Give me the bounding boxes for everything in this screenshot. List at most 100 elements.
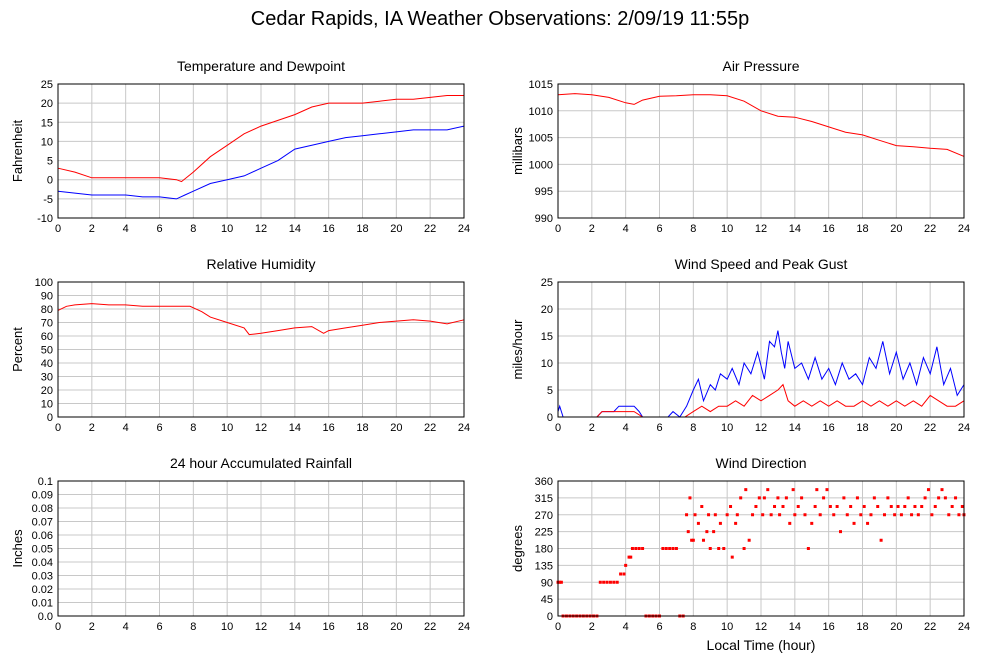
dir-point — [708, 547, 712, 550]
rh-x-tick-label: 18 — [356, 422, 368, 434]
dir-point — [866, 521, 870, 525]
pressure-y-tick-label: 990 — [535, 213, 553, 225]
rain-x-tick-label: 18 — [356, 621, 368, 633]
dir-point — [810, 521, 814, 525]
rh-x-tick-label: 24 — [458, 422, 470, 434]
dir-point — [950, 505, 954, 508]
rain-x-tick-label: 0 — [55, 621, 61, 633]
page-title: Cedar Rapids, IA Weather Observations: 2… — [250, 8, 750, 30]
wind-y-tick-label: 10 — [541, 358, 553, 370]
dir-point — [893, 513, 897, 517]
wind-series-0 — [557, 330, 965, 418]
rh-y-tick-label: 90 — [41, 291, 53, 303]
pressure-y-tick-label: 1015 — [529, 79, 553, 91]
dir-x-tick-label: 22 — [924, 621, 936, 633]
dir-point — [957, 513, 961, 517]
rain-frame — [57, 480, 465, 617]
wind-x-tick-label: 12 — [755, 422, 767, 434]
dir-point — [598, 580, 602, 584]
dir-point — [661, 547, 665, 550]
rh-chart: 0 2 4 6 8 10 12 14 16 18 20 22 240102030405060708090… — [10, 256, 470, 434]
temp-x-tick-label: 12 — [255, 223, 267, 235]
pressure-frame — [557, 83, 965, 219]
pressure-x-tick-label: 24 — [958, 223, 970, 235]
dir-point — [627, 555, 631, 559]
dir-point — [842, 496, 846, 500]
dir-x-tick-label: 20 — [890, 621, 902, 633]
pressure-x-tick-label: 6 — [656, 223, 662, 235]
wind-y-label: miles/hour — [510, 319, 525, 380]
dir-point — [688, 496, 692, 500]
pressure-x-tick-label: 16 — [823, 223, 835, 235]
wind-y-tick-label: 20 — [541, 304, 553, 316]
temp-y-label: Fahrenheit — [10, 120, 25, 183]
dir-point — [722, 547, 726, 550]
dir-point — [872, 496, 876, 500]
rh-x-tick-label: 2 — [89, 422, 95, 434]
dir-point — [559, 580, 563, 584]
temp-x-tick-label: 6 — [156, 223, 162, 235]
dir-y-tick-label: 45 — [541, 594, 553, 606]
dir-point — [879, 538, 883, 542]
dir-point — [910, 513, 914, 517]
pressure-x-tick-label: 12 — [755, 223, 767, 235]
dir-y-tick-label: 225 — [535, 527, 553, 539]
pressure-y-tick-label: 1010 — [529, 106, 553, 118]
dir-point — [943, 496, 947, 500]
dir-point — [954, 496, 958, 500]
pressure-x-tick-label: 18 — [856, 223, 868, 235]
rh-x-tick-label: 16 — [323, 422, 335, 434]
rain-x-tick-label: 8 — [190, 621, 196, 633]
dir-x-tick-label: 24 — [958, 621, 970, 633]
wind-x-tick-label: 2 — [589, 422, 595, 434]
pressure-chart: 0 2 4 6 8 10 12 14 16 18 20 22 249909951000100510101… — [510, 58, 970, 235]
dir-point — [803, 513, 807, 517]
pressure-y-label: millibars — [510, 127, 525, 175]
dir-point — [671, 547, 675, 550]
dir-y-tick-label: 360 — [535, 476, 553, 488]
dir-point — [558, 580, 562, 584]
rain-y-tick-label: 0.0 — [38, 611, 53, 623]
dir-point — [766, 488, 770, 492]
dir-point — [845, 513, 849, 517]
dir-point — [630, 547, 634, 550]
dir-x-tick-label: 2 — [589, 621, 595, 633]
dir-point — [899, 513, 903, 517]
dir-point — [608, 580, 612, 584]
temp-series-0 — [57, 95, 464, 183]
wind-x-tick-label: 4 — [623, 422, 629, 434]
dir-point — [889, 505, 893, 508]
rh-y-tick-label: 100 — [35, 277, 53, 289]
rh-x-tick-label: 4 — [123, 422, 129, 434]
temp-y-tick-label: 0 — [47, 175, 53, 187]
dir-y-tick-label: 315 — [535, 493, 553, 505]
rain-y-tick-label: 0.01 — [32, 598, 53, 610]
dir-point — [762, 496, 766, 500]
dir-point — [718, 521, 722, 525]
dir-point — [773, 505, 777, 508]
pressure-x-tick-label: 8 — [690, 223, 696, 235]
temp-frame — [57, 83, 465, 219]
dir-point — [849, 505, 853, 508]
dir-x-tick-label: 0 — [555, 621, 561, 633]
temp-x-tick-label: 22 — [424, 223, 436, 235]
dir-point — [882, 513, 886, 517]
rain-y-tick-label: 0.03 — [32, 571, 53, 583]
dir-point — [776, 496, 780, 500]
dir-point — [754, 505, 758, 508]
dir-point — [747, 538, 751, 542]
wind-x-tick-label: 6 — [656, 422, 662, 434]
dir-x-tick-label: 12 — [755, 621, 767, 633]
dir-point — [629, 555, 633, 559]
dir-x-tick-label: 14 — [789, 621, 801, 633]
rain-x-tick-label: 24 — [458, 621, 470, 633]
dir-point — [788, 521, 792, 525]
temp-x-tick-label: 20 — [390, 223, 402, 235]
dir-point — [852, 521, 856, 525]
dir-point — [707, 513, 711, 517]
dir-chart: 0 2 4 6 8 10 12 14 16 18 20 22 240459013518022527031… — [510, 455, 970, 653]
dir-point — [674, 547, 678, 550]
dir-point — [705, 530, 709, 534]
dir-y-tick-label: 90 — [541, 577, 553, 589]
wind-x-tick-label: 0 — [555, 422, 561, 434]
